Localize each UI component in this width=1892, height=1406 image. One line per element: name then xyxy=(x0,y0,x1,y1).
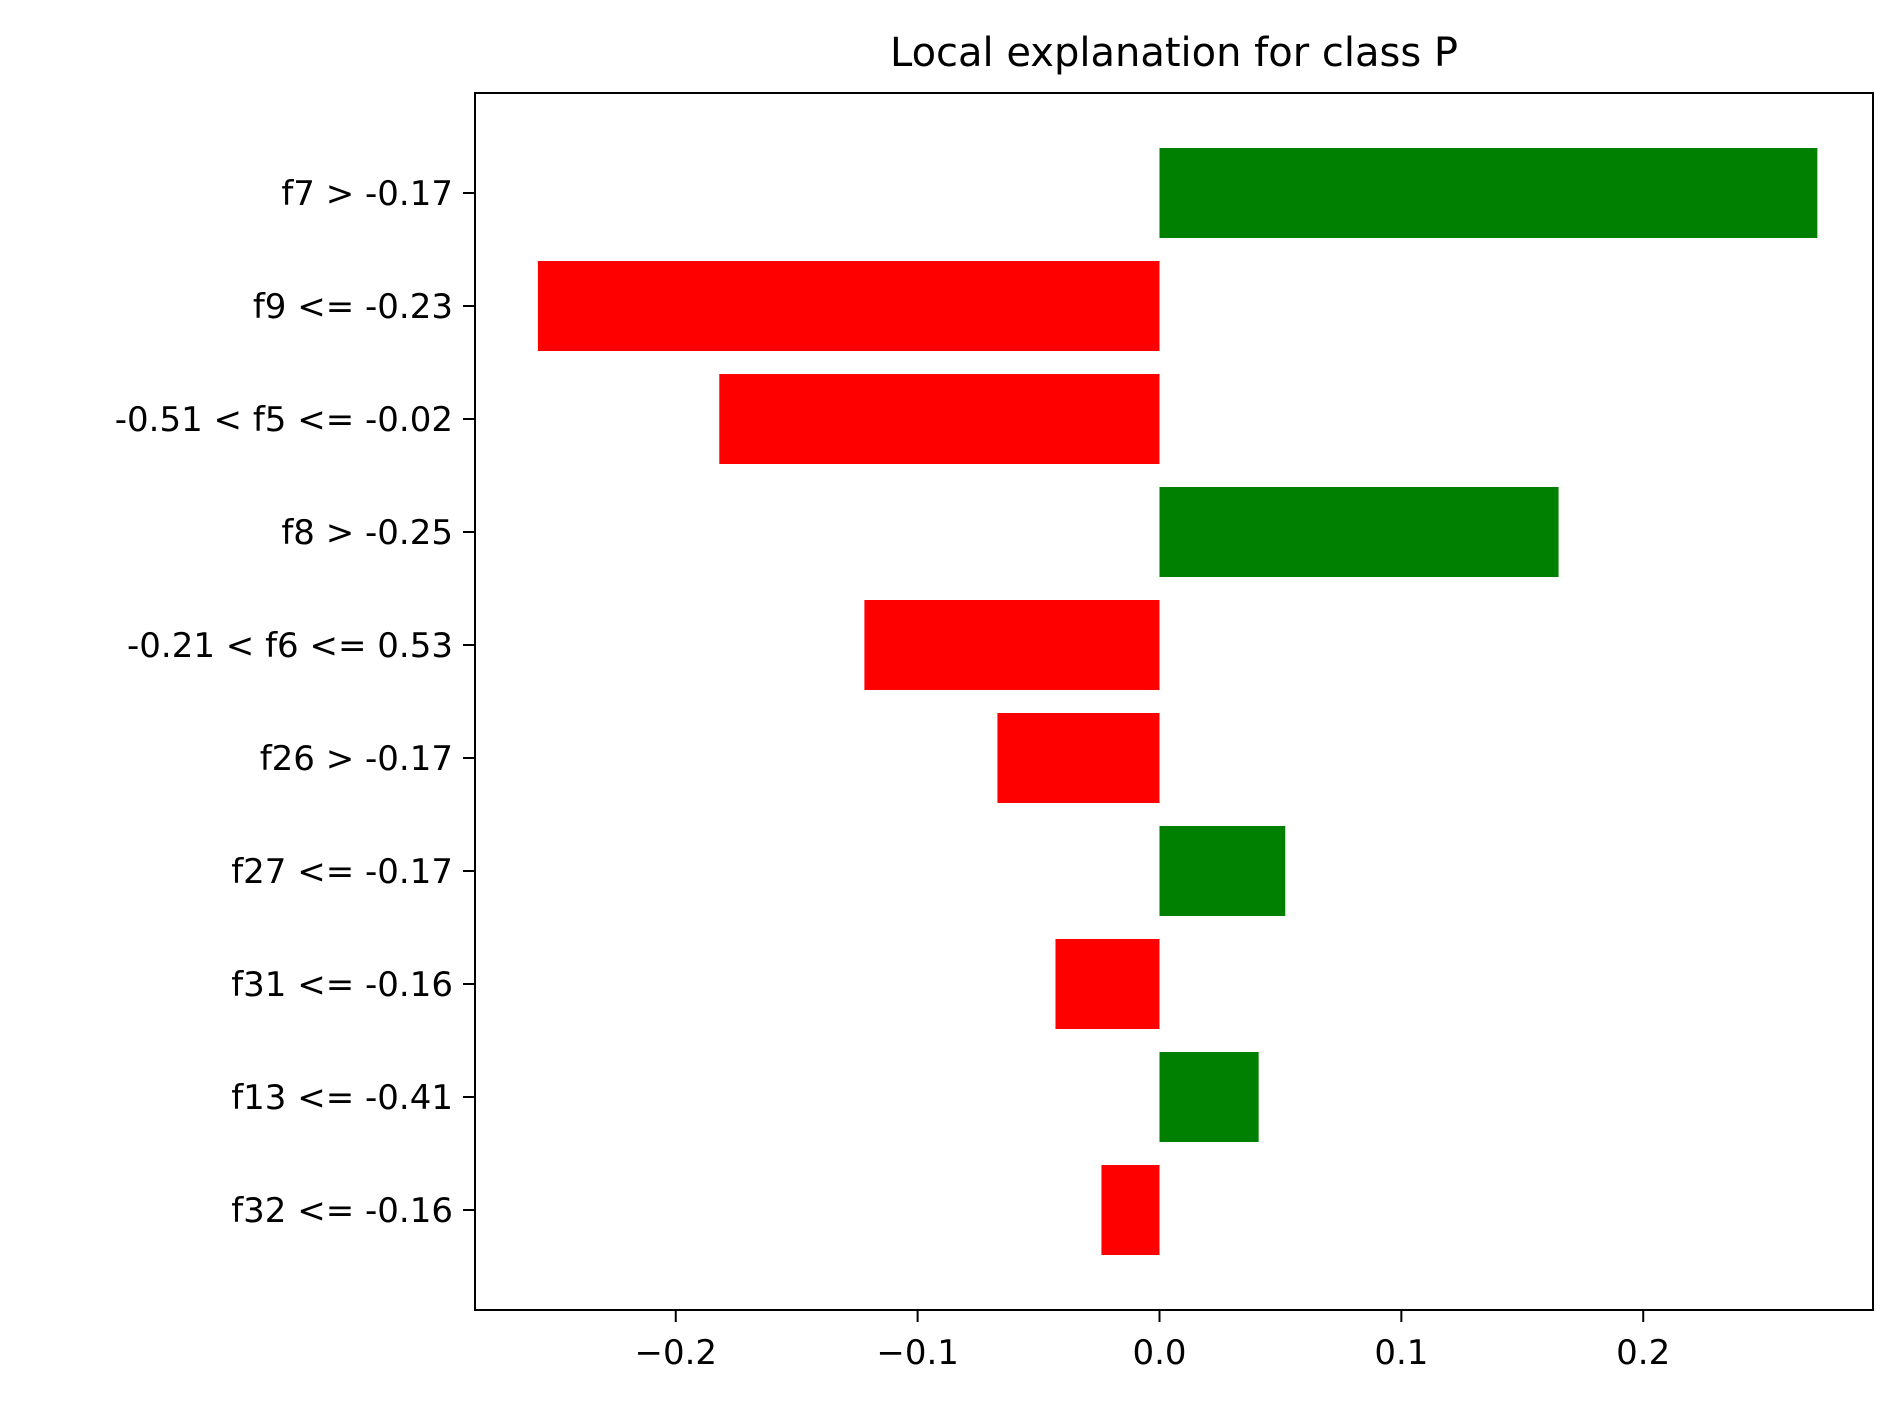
bar xyxy=(1159,148,1818,238)
y-tick-label: f26 > -0.17 xyxy=(260,739,453,779)
x-tick-label: 0.0 xyxy=(1132,1333,1186,1373)
axes-frame xyxy=(474,92,1874,1311)
y-tick-label: f8 > -0.25 xyxy=(281,513,453,553)
chart-title: Local explanation for class P xyxy=(890,30,1458,76)
x-tick-label: 0.2 xyxy=(1616,1333,1670,1373)
x-tick-label: 0.1 xyxy=(1374,1333,1428,1373)
x-tick-label: −0.2 xyxy=(634,1333,717,1373)
y-tick-label: f27 <= -0.17 xyxy=(231,852,453,892)
y-tick-label: f32 <= -0.16 xyxy=(231,1191,453,1231)
y-tick-label: -0.21 < f6 <= 0.53 xyxy=(127,626,453,666)
bar xyxy=(1159,826,1286,916)
x-tick-label: −0.1 xyxy=(876,1333,959,1373)
y-axis: f7 > -0.17 f9 <= -0.23 -0.51 < f5 <= -0.02… xyxy=(115,174,475,1231)
bar xyxy=(1159,1052,1259,1142)
bar xyxy=(864,600,1160,690)
y-tick-label: -0.51 < f5 <= -0.02 xyxy=(115,400,453,440)
bar xyxy=(1159,487,1559,577)
bar xyxy=(1101,1165,1160,1255)
bars xyxy=(537,148,1818,1255)
y-tick-label: f9 <= -0.23 xyxy=(253,287,453,327)
bar xyxy=(1055,939,1160,1029)
y-tick-label: f13 <= -0.41 xyxy=(231,1078,453,1118)
y-tick-label: f7 > -0.17 xyxy=(281,174,453,214)
y-tick-label: f31 <= -0.16 xyxy=(231,965,453,1005)
bar xyxy=(997,713,1160,803)
x-axis: −0.2 −0.1 0.0 0.1 0.2 xyxy=(634,1310,1670,1373)
bar xyxy=(719,374,1160,464)
bar xyxy=(537,261,1160,351)
